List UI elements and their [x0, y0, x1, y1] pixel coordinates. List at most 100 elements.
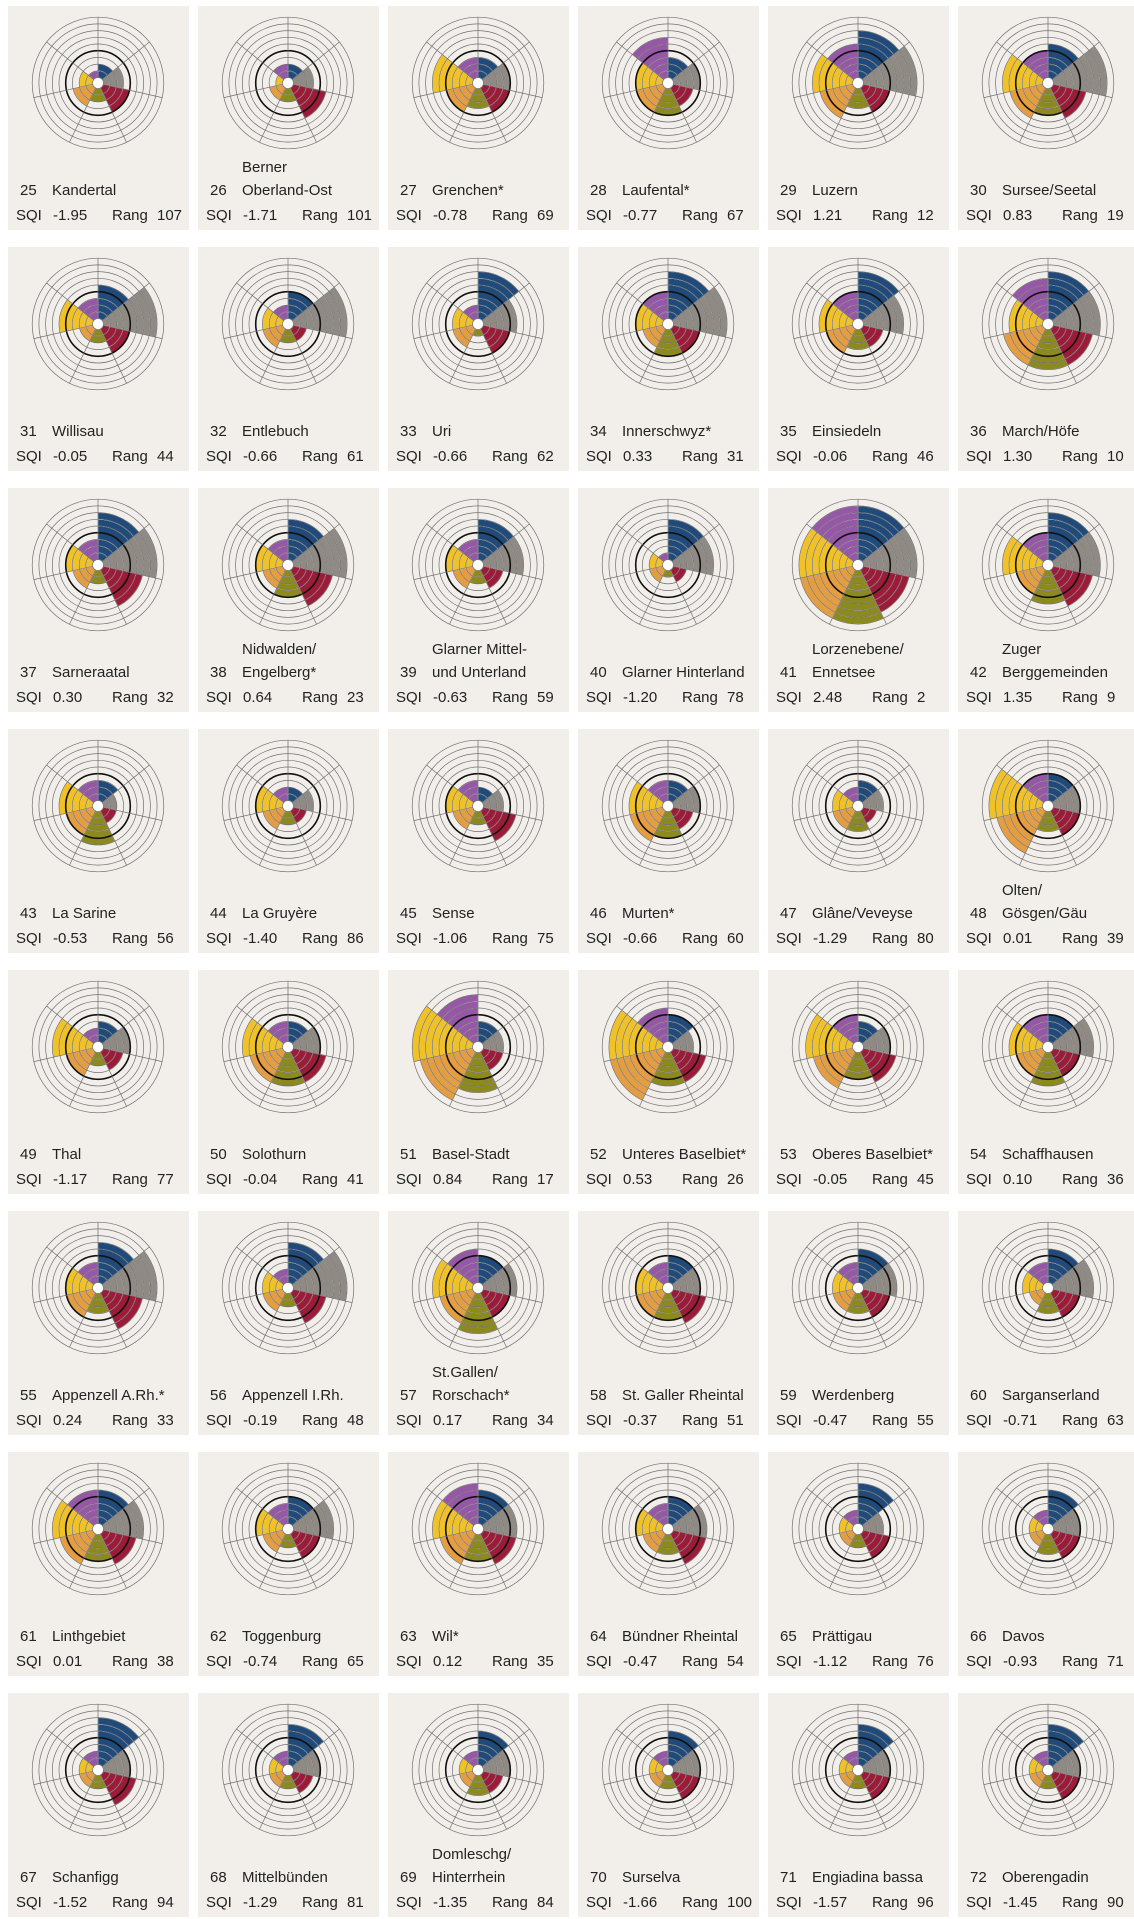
sqi-value: -0.66: [433, 448, 468, 465]
grid-spoke: [103, 1288, 163, 1303]
grid-ring: [221, 1703, 355, 1837]
grid-spoke: [480, 1533, 507, 1589]
region-number: 50: [210, 1146, 227, 1163]
region-number: 72: [970, 1869, 987, 1886]
region-number: 34: [590, 423, 607, 440]
center-hub: [92, 1523, 104, 1535]
rang-label: Rang: [1062, 1412, 1098, 1429]
sqi-label: SQI: [966, 930, 992, 947]
region-number: 45: [400, 905, 417, 922]
grid-spoke: [983, 1288, 1043, 1303]
region-panel: 36 March/Höfe SQI 1.30 Rang 10: [958, 247, 1134, 471]
region-label: 25 Kandertal: [16, 152, 186, 202]
region-stats: SQI 1.21 Rang 12: [776, 205, 946, 227]
sqi-label: SQI: [966, 1412, 992, 1429]
sqi-value: 0.24: [53, 1412, 83, 1429]
region-stats: SQI -0.78 Rang 69: [396, 205, 566, 227]
grid-spoke: [236, 282, 284, 321]
region-name: Sarneraatal: [52, 664, 130, 681]
region-label: 72 Oberengadin: [966, 1839, 1134, 1889]
region-number: 33: [400, 423, 417, 440]
grid-spoke: [100, 87, 127, 143]
grid-ring: [791, 257, 925, 391]
grid-spoke: [69, 87, 96, 143]
grid-spoke: [806, 41, 854, 80]
center-hub: [282, 800, 294, 812]
grid-spoke: [483, 324, 543, 339]
grid-spoke: [672, 1246, 720, 1285]
region-stats: SQI -1.66 Rang 100: [586, 1892, 756, 1914]
grid-spoke: [862, 41, 910, 80]
sqi-label: SQI: [776, 1412, 802, 1429]
region-label: 35 Einsiedeln: [776, 393, 946, 443]
sqi-label: SQI: [966, 1894, 992, 1911]
grid-spoke: [103, 1529, 163, 1544]
region-label: 40 Glarner Hinterland: [586, 634, 756, 684]
region-stats: SQI -1.95 Rang 107: [16, 205, 186, 227]
rang-value: 38: [157, 1653, 174, 1670]
grid-spoke: [426, 1728, 474, 1767]
region-stats: SQI -1.29 Rang 80: [776, 928, 946, 950]
grid-ring: [981, 498, 1115, 632]
grid-spoke: [672, 1728, 720, 1767]
region-panel: 63 Wil* SQI 0.12 Rang 35: [388, 1452, 569, 1676]
region-name: La Sarine: [52, 905, 117, 922]
grid-spoke: [983, 83, 1043, 98]
center-hub: [282, 1282, 294, 1294]
grid-ring: [981, 1462, 1115, 1596]
sqi-label: SQI: [16, 207, 42, 224]
rang-label: Rang: [302, 1412, 338, 1429]
center-hub: [662, 77, 674, 89]
rang-value: 55: [917, 1412, 934, 1429]
region-stats: SQI -1.12 Rang 76: [776, 1651, 946, 1673]
grid-spoke: [793, 1047, 853, 1062]
region-label: 30 Sursee/Seetal: [966, 152, 1134, 202]
rang-value: 71: [1107, 1653, 1124, 1670]
sqi-value: 1.21: [813, 207, 843, 224]
region-number: 52: [590, 1146, 607, 1163]
grid-spoke: [236, 1728, 284, 1767]
region-panel: 32 Entlebuch SQI -0.66 Rang 61: [198, 247, 379, 471]
grid-ring: [31, 16, 165, 150]
grid-spoke: [33, 83, 93, 98]
grid-spoke: [413, 1770, 473, 1785]
grid-spoke: [616, 1487, 664, 1526]
region-stats: SQI -1.35 Rang 84: [396, 1892, 566, 1914]
rang-value: 60: [727, 930, 744, 947]
grid-spoke: [46, 523, 94, 562]
region-stats: SQI -0.66 Rang 62: [396, 446, 566, 468]
sqi-label: SQI: [966, 448, 992, 465]
grid-spoke: [426, 523, 474, 562]
region-number: 68: [210, 1869, 227, 1886]
region-panel: 71 Engiadina bassa SQI -1.57 Rang 96: [768, 1693, 949, 1917]
region-name: Surselva: [622, 1869, 681, 1886]
sqi-label: SQI: [16, 689, 42, 706]
rose-diagram: [981, 16, 1115, 150]
grid-spoke: [292, 1728, 340, 1767]
grid-spoke: [616, 1728, 664, 1767]
region-label: 67 Schanfigg: [16, 1839, 186, 1889]
region-number: 26: [210, 182, 227, 199]
grid-spoke: [639, 569, 666, 625]
region-label: 44 La Gruyère: [206, 875, 376, 925]
region-label: 33 Uri: [396, 393, 566, 443]
grid-spoke: [102, 1487, 150, 1526]
center-hub: [472, 318, 484, 330]
rose-diagram: [791, 1703, 925, 1837]
center-hub: [852, 1041, 864, 1053]
grid-spoke: [413, 83, 473, 98]
rose-diagram: [221, 739, 355, 873]
region-stats: SQI -0.74 Rang 65: [206, 1651, 376, 1673]
region-label: 64 Bündner Rheintal: [586, 1598, 756, 1648]
rang-value: 90: [1107, 1894, 1124, 1911]
center-hub: [852, 559, 864, 571]
grid-spoke: [670, 569, 697, 625]
grid-spoke: [860, 87, 887, 143]
rang-value: 17: [537, 1171, 554, 1188]
grid-ring: [981, 980, 1115, 1114]
rose-diagram: [981, 257, 1115, 391]
region-name: March/Höfe: [1002, 423, 1080, 440]
sqi-label: SQI: [396, 689, 422, 706]
grid-spoke: [102, 282, 150, 321]
sqi-value: -1.35: [433, 1894, 468, 1911]
